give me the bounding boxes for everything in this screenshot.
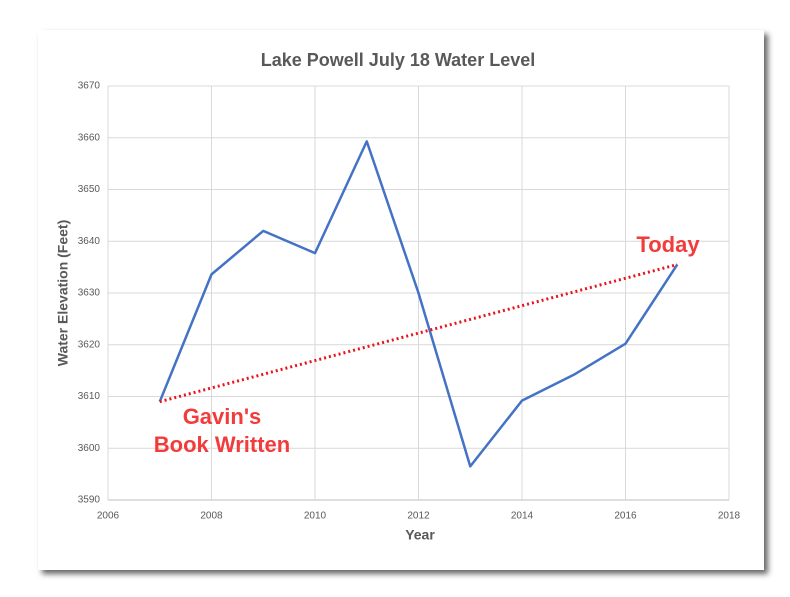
y-tick-label: 3650	[78, 184, 101, 195]
x-tick-label: 2008	[200, 511, 223, 522]
x-tick-label: 2014	[511, 511, 534, 522]
x-tick-label: 2012	[407, 511, 430, 522]
trend-line	[159, 263, 678, 404]
y-tick-label: 3620	[78, 339, 101, 350]
x-tick-label: 2010	[304, 511, 327, 522]
annotation: Today	[636, 232, 700, 257]
x-tick-label: 2016	[614, 511, 637, 522]
y-tick-label: 3670	[78, 81, 101, 92]
x-axis-label: Year	[405, 527, 435, 543]
y-tick-label: 3600	[78, 443, 101, 454]
data-line	[158, 140, 679, 468]
y-tick-label: 3610	[78, 391, 101, 402]
x-tick-label: 2018	[718, 511, 741, 522]
y-axis-label: Water Elevation (Feet)	[55, 220, 71, 367]
y-tick-label: 3630	[78, 288, 101, 299]
annotation: Book Written	[154, 432, 290, 457]
chart-title: Lake Powell July 18 Water Level	[261, 50, 535, 70]
y-tick-label: 3590	[78, 495, 101, 506]
annotation: Gavin's	[183, 404, 262, 429]
y-tick-label: 3640	[78, 236, 101, 247]
x-tick-label: 2006	[97, 511, 120, 522]
chart-frame	[38, 30, 764, 570]
y-tick-label: 3660	[78, 132, 101, 143]
